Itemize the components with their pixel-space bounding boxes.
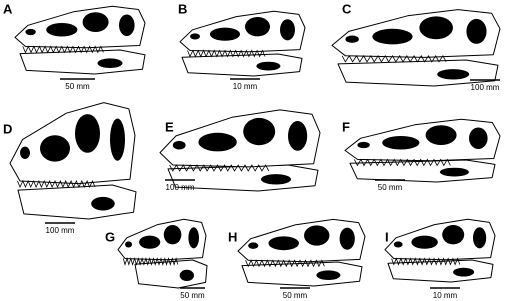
jaw-opening	[316, 270, 341, 281]
teeth	[187, 49, 266, 58]
temporal-fenestra	[288, 121, 308, 151]
skull-panel: E 100 mm	[159, 109, 321, 192]
skull-panel: C 100 mm	[331, 1, 501, 92]
teeth	[122, 257, 179, 266]
teeth	[391, 257, 461, 266]
temporal-fenestra	[280, 19, 295, 41]
jaw-opening	[437, 69, 470, 80]
jaw-opening	[453, 267, 475, 277]
skull-panel: G 50 mm	[105, 218, 208, 300]
scale-label: 100 mm	[471, 83, 500, 92]
temporal-fenestra	[188, 227, 199, 249]
teeth	[169, 164, 270, 172]
jaw-opening	[179, 269, 195, 281]
naris	[248, 242, 259, 249]
panel-letter: E	[165, 119, 174, 134]
panel-letter: H	[228, 229, 237, 244]
orbit	[75, 114, 100, 153]
jaw-opening	[261, 174, 291, 185]
antorbital-fenestra	[46, 23, 78, 37]
lower-jaw	[19, 49, 146, 75]
scale-label: 100 mm	[46, 226, 75, 235]
temporal-fenestra	[466, 18, 487, 44]
naris	[20, 146, 30, 159]
teeth	[353, 158, 451, 167]
orbit	[163, 225, 182, 245]
antorbital-fenestra	[372, 28, 413, 45]
skull-panel: I 10 mm	[384, 218, 496, 300]
scale-label: 50 mm	[378, 183, 403, 192]
teeth	[17, 180, 96, 188]
naris	[393, 241, 403, 248]
panel-letter: F	[342, 119, 350, 134]
scale-label: 10 mm	[433, 291, 458, 300]
orbit	[425, 125, 457, 145]
naris	[172, 140, 186, 150]
antorbital-fenestra	[139, 235, 161, 249]
antorbital-fenestra	[40, 135, 70, 162]
antorbital-fenestra	[382, 136, 420, 150]
naris	[357, 141, 370, 149]
panel-letter: A	[3, 1, 13, 16]
orbit	[419, 16, 453, 40]
scale-label: 50 mm	[283, 291, 308, 300]
orbit	[82, 12, 109, 32]
naris	[25, 28, 36, 36]
temporal-fenestra	[339, 227, 355, 250]
lower-jaw	[337, 59, 499, 87]
lower-jaw	[17, 184, 137, 220]
jaw-opening	[256, 61, 281, 71]
skull-panel: A 50 mm	[3, 1, 146, 91]
temporal-fenestra	[110, 118, 125, 161]
antorbital-fenestra	[411, 235, 438, 249]
skull-panel: D 100 mm	[3, 102, 137, 235]
orbit	[245, 17, 270, 37]
jaw-opening	[97, 58, 123, 68]
teeth	[341, 55, 447, 63]
panel-letter: B	[178, 1, 187, 16]
temporal-fenestra	[469, 127, 488, 150]
antorbital-fenestra	[198, 132, 237, 152]
scale-label: 100 mm	[166, 183, 195, 192]
panel-letter: C	[342, 1, 352, 16]
naris	[190, 33, 200, 40]
panel-letter: I	[385, 229, 389, 244]
teeth	[22, 45, 104, 54]
lower-jaw	[241, 261, 363, 287]
naris	[125, 241, 133, 248]
teeth	[245, 259, 325, 268]
naris	[345, 35, 359, 43]
panel-letter: G	[105, 229, 115, 244]
lower-jaw	[134, 259, 208, 289]
scale-label: 10 mm	[233, 82, 258, 91]
lower-jaw	[387, 259, 494, 283]
orbit	[304, 225, 330, 246]
skull-panel: H 50 mm	[228, 218, 366, 300]
temporal-fenestra	[119, 14, 135, 37]
antorbital-fenestra	[268, 236, 299, 251]
skull-panel: B 10 mm	[178, 1, 306, 91]
orbit	[243, 117, 276, 146]
scale-label: 50 mm	[180, 291, 205, 300]
orbit	[442, 225, 465, 245]
skull-panel: F 50 mm	[342, 118, 501, 192]
antorbital-fenestra	[210, 27, 240, 41]
temporal-fenestra	[473, 227, 487, 249]
jaw-opening	[91, 196, 115, 211]
lower-jaw	[181, 53, 303, 77]
jaw-opening	[439, 167, 469, 177]
panel-letter: D	[3, 121, 12, 136]
scale-label: 50 mm	[65, 82, 90, 91]
